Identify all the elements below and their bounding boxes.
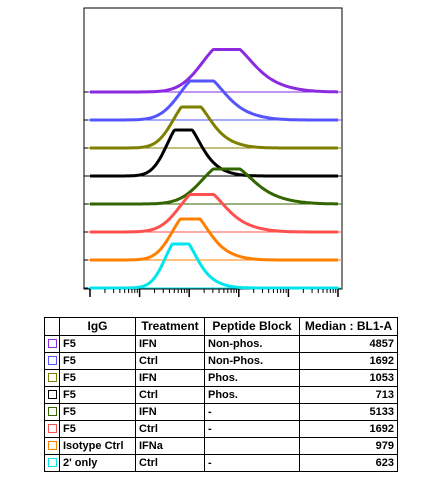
legend-swatch-cell	[44, 386, 60, 404]
table-row: F5 IFN Non-phos. 4857	[44, 335, 398, 353]
cell-peptide-block: Non-Phos.	[204, 352, 300, 370]
legend-table: IgG Treatment Peptide Block Median : BL1…	[44, 317, 398, 472]
histogram-curve-3	[89, 105, 339, 150]
cell-median: 979	[299, 437, 398, 455]
table-header-row: IgG Treatment Peptide Block Median : BL1…	[44, 317, 398, 336]
cell-median: 1053	[299, 369, 398, 387]
cell-peptide-block: -	[204, 403, 300, 421]
histogram-curve-8	[89, 242, 339, 290]
histogram-curves	[89, 48, 339, 290]
legend-swatch-cell	[44, 454, 60, 472]
cell-treatment: IFN	[135, 335, 205, 353]
cell-peptide-block: Non-phos.	[204, 335, 300, 353]
cell-peptide-block: -	[204, 420, 300, 438]
legend-swatch	[47, 424, 57, 434]
table-row: F5 IFN Phos. 1053	[44, 369, 398, 387]
cell-igg: F5	[59, 352, 136, 370]
x-axis-ticks	[89, 289, 339, 297]
legend-swatch	[47, 356, 57, 366]
legend-swatch-cell	[44, 403, 60, 421]
cell-peptide-block: Phos.	[204, 369, 300, 387]
legend-swatch	[47, 441, 57, 451]
header-swatch-cell	[44, 317, 60, 336]
legend-swatch	[47, 390, 57, 400]
cell-igg: F5	[59, 420, 136, 438]
cell-peptide-block	[204, 437, 300, 455]
legend-swatch	[47, 339, 57, 349]
cell-igg: F5	[59, 403, 136, 421]
cell-igg: F5	[59, 386, 136, 404]
table-row: Isotype Ctrl IFNa 979	[44, 437, 398, 455]
cell-peptide-block: Phos.	[204, 386, 300, 404]
table-row: F5 Ctrl Non-Phos. 1692	[44, 352, 398, 370]
legend-swatch-cell	[44, 369, 60, 387]
header-igg: IgG	[59, 317, 136, 336]
header-median: Median : BL1-A	[299, 317, 398, 336]
cell-igg: 2' only	[59, 454, 136, 472]
legend-swatch	[47, 458, 57, 468]
cell-median: 1692	[299, 420, 398, 438]
legend-swatch	[47, 407, 57, 417]
table-row: 2' only Ctrl -623	[44, 454, 398, 472]
header-peptide-block: Peptide Block	[204, 317, 300, 336]
cell-igg: F5	[59, 335, 136, 353]
histogram-curve-6	[89, 193, 339, 234]
y-axis-ticks	[84, 91, 88, 289]
cell-median: 4857	[299, 335, 398, 353]
legend-swatch-cell	[44, 352, 60, 370]
cell-median: 5133	[299, 403, 398, 421]
cell-treatment: Ctrl	[135, 420, 205, 438]
table-row: F5 Ctrl Phos. 713	[44, 386, 398, 404]
cell-treatment: Ctrl	[135, 352, 205, 370]
cell-median: 1692	[299, 352, 398, 370]
table-row: F5 Ctrl -1692	[44, 420, 398, 438]
histogram-curve-2	[89, 79, 339, 122]
histogram-curve-4	[89, 128, 339, 178]
histogram-overlay-plot	[83, 7, 343, 297]
histogram-curve-5	[89, 167, 339, 206]
cell-treatment: Ctrl	[135, 454, 205, 472]
cell-treatment: IFN	[135, 403, 205, 421]
cell-median: 713	[299, 386, 398, 404]
table-body: F5 IFN Non-phos. 4857 F5 Ctrl Non-Phos. 1692 F5 I…	[44, 335, 398, 472]
header-treatment: Treatment	[135, 317, 205, 336]
histogram-curve-1	[89, 48, 339, 94]
cell-treatment: IFNa	[135, 437, 205, 455]
cell-treatment: Ctrl	[135, 386, 205, 404]
histogram-curve-7	[89, 217, 339, 262]
cell-igg: F5	[59, 369, 136, 387]
legend-swatch-cell	[44, 437, 60, 455]
table-row: F5 IFN -5133	[44, 403, 398, 421]
legend-swatch-cell	[44, 335, 60, 353]
cell-peptide-block: -	[204, 454, 300, 472]
legend-swatch-cell	[44, 420, 60, 438]
cell-igg: Isotype Ctrl	[59, 437, 136, 455]
cell-treatment: IFN	[135, 369, 205, 387]
cell-median: 623	[299, 454, 398, 472]
legend-swatch	[47, 373, 57, 383]
